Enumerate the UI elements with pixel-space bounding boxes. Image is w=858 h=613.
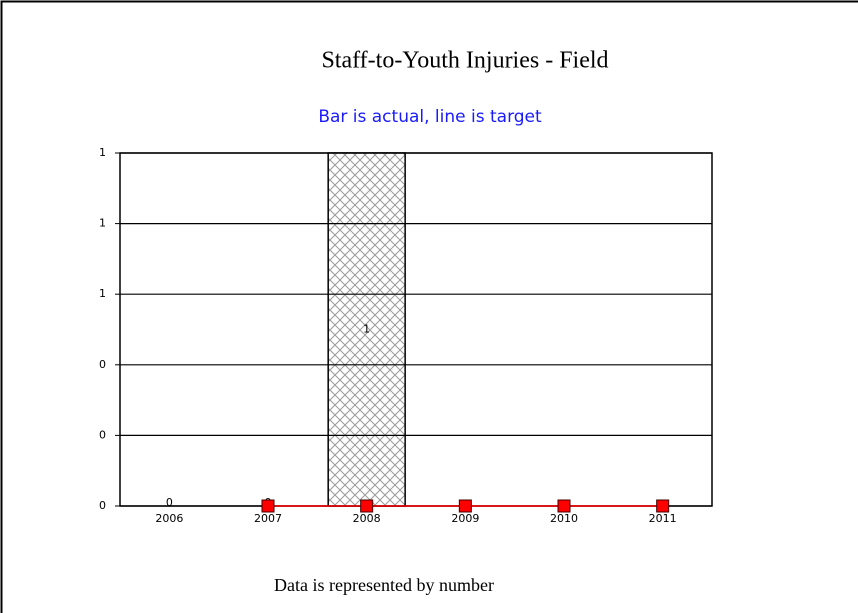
y-tick-label: 1	[99, 217, 106, 230]
data-label: 1	[363, 323, 370, 336]
target-marker	[458, 499, 472, 513]
footnote: Data is represented by number	[274, 575, 494, 595]
target-marker	[557, 499, 571, 513]
y-tick-label: 1	[99, 146, 106, 159]
chart-title: Staff-to-Youth Injuries - Field	[321, 48, 608, 74]
y-tick-label: 0	[99, 499, 106, 512]
x-tick-label: 2006	[155, 512, 183, 525]
y-tick-label: 0	[99, 428, 106, 441]
y-tick-label: 0	[99, 358, 106, 371]
x-tick-label: 2007	[254, 512, 282, 525]
plot-area	[119, 152, 713, 507]
y-tick-label: 1	[99, 287, 106, 300]
x-tick-label: 2008	[353, 512, 381, 525]
target-marker	[261, 499, 275, 513]
x-tick-label: 2011	[649, 512, 677, 525]
x-tick-label: 2009	[451, 512, 479, 525]
chart-subtitle: Bar is actual, line is target	[318, 107, 542, 127]
x-tick-label: 2010	[550, 512, 578, 525]
data-label: 0	[166, 496, 173, 509]
target-marker	[656, 499, 670, 513]
target-marker	[360, 499, 374, 513]
